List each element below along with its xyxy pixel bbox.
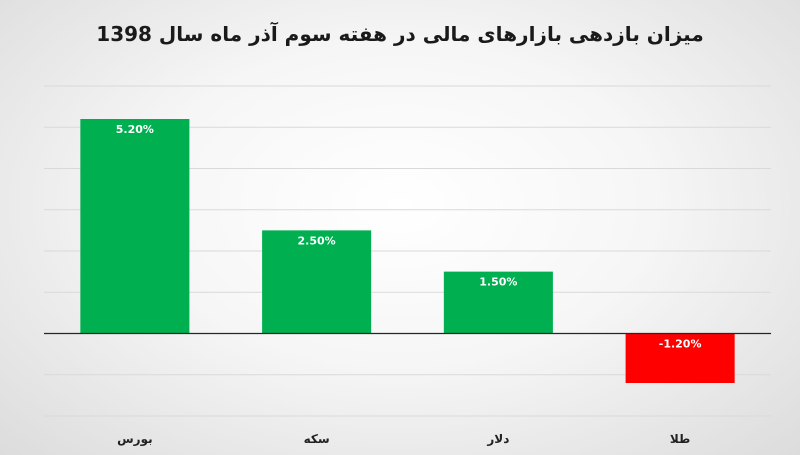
bar-3 xyxy=(443,271,553,334)
data-label-2: 2.50% xyxy=(298,234,336,247)
x-tick-label-1: بورس xyxy=(117,432,153,447)
bar-2 xyxy=(262,230,372,334)
x-tick-label-3: دلار xyxy=(486,432,509,446)
data-label-1: 5.20% xyxy=(116,123,154,136)
x-tick-label-4: طلا xyxy=(670,432,690,446)
data-label-3: 1.50% xyxy=(479,276,517,289)
bar-4 xyxy=(625,333,735,383)
bar-1 xyxy=(80,119,190,334)
x-tick-label-2: سکه xyxy=(304,432,330,446)
data-label-4: -1.20% xyxy=(659,338,702,351)
chart-title: میزان بازدهی بازارهای مالی در هفته سوم آ… xyxy=(96,22,704,46)
